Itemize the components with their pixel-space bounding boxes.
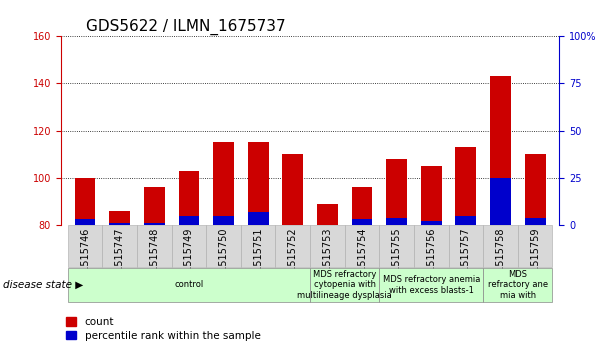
Bar [386, 159, 407, 225]
Text: control: control [174, 281, 204, 289]
Bar [386, 217, 407, 225]
Text: GSM1515757: GSM1515757 [461, 227, 471, 293]
Bar [179, 216, 199, 225]
Bar [351, 187, 372, 225]
Legend: count, percentile rank within the sample: count, percentile rank within the sample [66, 317, 261, 340]
Text: GSM1515753: GSM1515753 [322, 227, 333, 293]
Text: MDS refractory anemia
with excess blasts-1: MDS refractory anemia with excess blasts… [382, 275, 480, 295]
Text: GSM1515755: GSM1515755 [392, 227, 402, 293]
Bar [525, 217, 545, 225]
Bar [179, 171, 199, 225]
FancyBboxPatch shape [345, 225, 379, 267]
Text: GSM1515751: GSM1515751 [253, 227, 263, 293]
Bar [455, 216, 476, 225]
FancyBboxPatch shape [67, 268, 310, 302]
FancyBboxPatch shape [67, 225, 102, 267]
Bar [421, 166, 441, 225]
Text: MDS refractory
cytopenia with
multilineage dysplasia: MDS refractory cytopenia with multilinea… [297, 270, 392, 300]
Bar [490, 178, 511, 225]
Bar [109, 211, 130, 225]
Text: disease state ▶: disease state ▶ [3, 280, 83, 290]
FancyBboxPatch shape [310, 268, 379, 302]
Bar [455, 147, 476, 225]
Bar [213, 216, 234, 225]
FancyBboxPatch shape [483, 268, 553, 302]
Bar [75, 219, 95, 225]
Text: GSM1515759: GSM1515759 [530, 227, 540, 293]
Text: GSM1515754: GSM1515754 [357, 227, 367, 293]
Bar [75, 178, 95, 225]
FancyBboxPatch shape [379, 268, 483, 302]
Bar [351, 219, 372, 225]
FancyBboxPatch shape [310, 225, 345, 267]
Bar [247, 142, 269, 225]
Bar [144, 187, 165, 225]
FancyBboxPatch shape [483, 225, 518, 267]
Text: GSM1515750: GSM1515750 [218, 227, 229, 293]
FancyBboxPatch shape [275, 225, 310, 267]
Bar [247, 212, 269, 225]
Text: GSM1515749: GSM1515749 [184, 227, 194, 293]
Text: GDS5622 / ILMN_1675737: GDS5622 / ILMN_1675737 [86, 19, 285, 35]
Text: GSM1515752: GSM1515752 [288, 227, 298, 293]
FancyBboxPatch shape [379, 225, 414, 267]
Bar [109, 223, 130, 225]
Text: GSM1515748: GSM1515748 [150, 227, 159, 293]
Bar [421, 221, 441, 225]
Bar [144, 223, 165, 225]
Text: GSM1515758: GSM1515758 [496, 227, 505, 293]
Text: GSM1515747: GSM1515747 [115, 227, 125, 293]
FancyBboxPatch shape [241, 225, 275, 267]
FancyBboxPatch shape [518, 225, 553, 267]
Text: GSM1515746: GSM1515746 [80, 227, 90, 293]
Bar [490, 76, 511, 225]
Text: GSM1515756: GSM1515756 [426, 227, 437, 293]
FancyBboxPatch shape [171, 225, 206, 267]
Text: MDS
refractory ane
mia with: MDS refractory ane mia with [488, 270, 548, 300]
FancyBboxPatch shape [137, 225, 171, 267]
Bar [525, 154, 545, 225]
FancyBboxPatch shape [102, 225, 137, 267]
FancyBboxPatch shape [206, 225, 241, 267]
Bar [213, 142, 234, 225]
Bar [317, 204, 338, 225]
FancyBboxPatch shape [414, 225, 449, 267]
FancyBboxPatch shape [449, 225, 483, 267]
Bar [282, 154, 303, 225]
